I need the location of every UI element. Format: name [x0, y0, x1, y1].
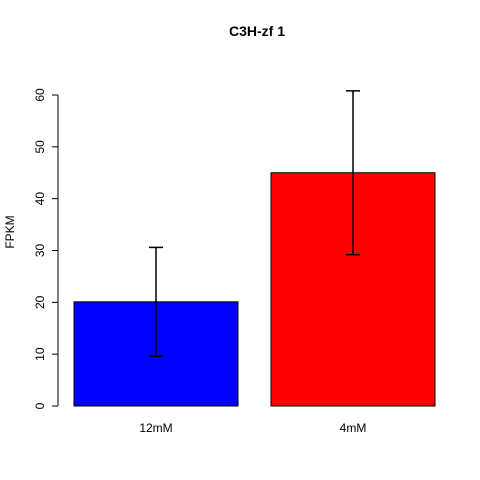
bars: [73, 172, 436, 407]
y-tick-label: 0: [33, 402, 47, 409]
y-tick-label: 40: [33, 192, 47, 206]
chart-title: C3H-zf 1: [229, 23, 285, 39]
category-label: 12mM: [139, 421, 172, 435]
y-tick-label: 50: [33, 140, 47, 154]
y-axis: 0 10 20 30 40 50 60: [33, 88, 59, 409]
category-labels: 12mM 4mM: [139, 421, 366, 435]
y-tick-label: 60: [33, 88, 47, 102]
category-label: 4mM: [340, 421, 367, 435]
y-tick-label: 20: [33, 295, 47, 309]
error-bars: [149, 90, 360, 357]
y-tick-label: 30: [33, 244, 47, 258]
y-tick-label: 10: [33, 347, 47, 361]
y-axis-label: FPKM: [3, 215, 17, 248]
